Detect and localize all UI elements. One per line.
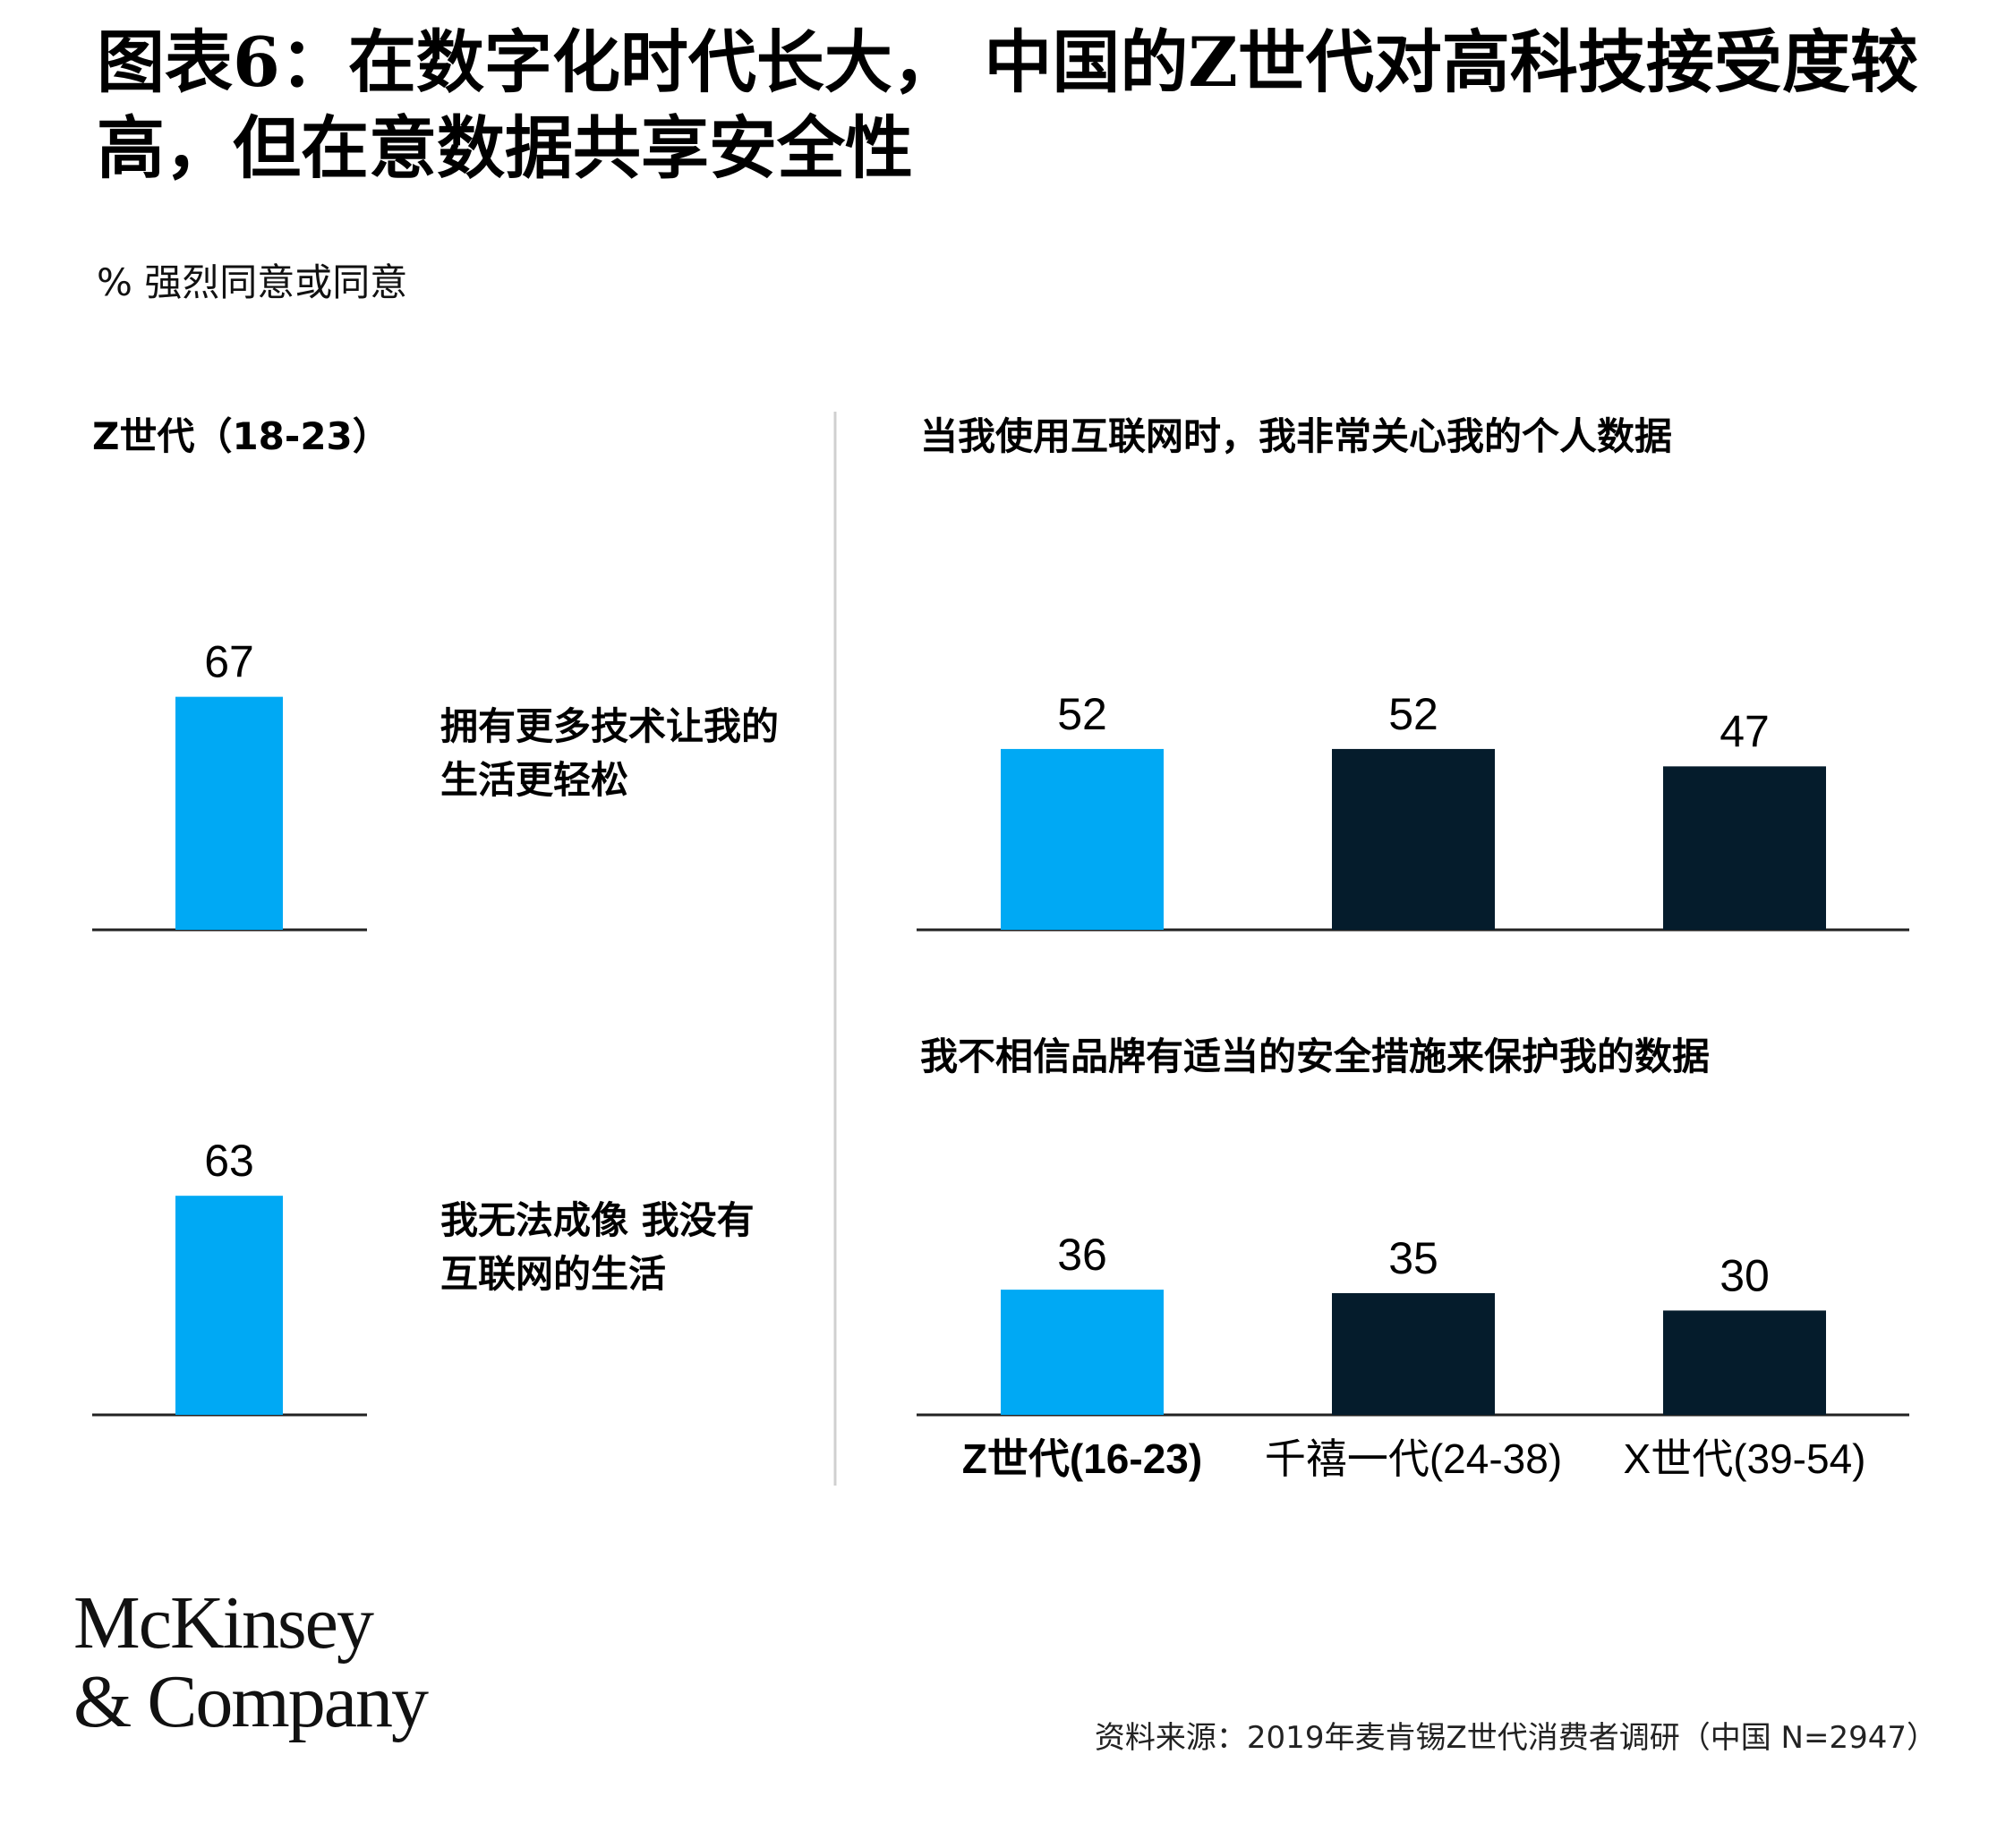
value-label-right2-2: 30 — [1720, 1250, 1770, 1300]
value-label-right1-0: 52 — [1057, 689, 1107, 739]
value-label-right1-2: 47 — [1720, 706, 1770, 756]
right-panel-title-2: 我不相信品牌有适当的安全措施来保护我的数据 — [920, 1035, 1710, 1078]
source-note: 资料来源：2019年麦肯锡Z世代消费者调研（中国 N=2947） — [1094, 1720, 1937, 1756]
bar-left2-0 — [175, 1196, 283, 1415]
value-label-left2-0: 63 — [204, 1136, 254, 1186]
bars-layer: 67 63 52 52 47 36 35 30 — [175, 637, 1826, 1415]
chart-subtitle: % 强烈同意或同意 — [97, 260, 408, 304]
bar-right1-0 — [1001, 748, 1164, 930]
logo-line-2: & Company — [73, 1660, 429, 1743]
left-panel-title: Z世代（18-23） — [92, 414, 390, 458]
category-label-gen-x: X世代(39-54) — [1624, 1435, 1866, 1482]
bar-right2-1 — [1332, 1292, 1495, 1415]
value-label-left1-0: 67 — [204, 637, 254, 687]
bar-right1-1 — [1332, 748, 1495, 930]
bar-left1-0 — [175, 696, 283, 930]
chart-title: 图表6：在数字化时代长大， 中国的Z世代对高科技接受度较高，但在意数据共享安全性 — [97, 22, 1918, 188]
right-panel-title-1: 当我使用互联网时，我非常关心我的个人数据 — [920, 414, 1672, 458]
bar-right1-2 — [1663, 766, 1826, 930]
logo-line-1: McKinsey — [73, 1581, 374, 1665]
value-label-right1-1: 52 — [1388, 689, 1438, 739]
mckinsey-logo: McKinsey & Company — [73, 1581, 429, 1743]
bar-right2-0 — [1001, 1290, 1164, 1415]
bar-right2-2 — [1663, 1310, 1826, 1415]
category-label-millennials: 千禧一代(24-38) — [1265, 1435, 1562, 1482]
left-bar-label-2: 我无法成像 我没有互联网的生活 — [440, 1198, 755, 1296]
value-label-right2-1: 35 — [1388, 1233, 1438, 1283]
value-label-right2-0: 36 — [1057, 1230, 1107, 1280]
category-label-gen-z: Z世代(16-23) — [962, 1435, 1202, 1482]
left-bar-label-1: 拥有更多技术让我的生活更轻松 — [440, 704, 780, 802]
